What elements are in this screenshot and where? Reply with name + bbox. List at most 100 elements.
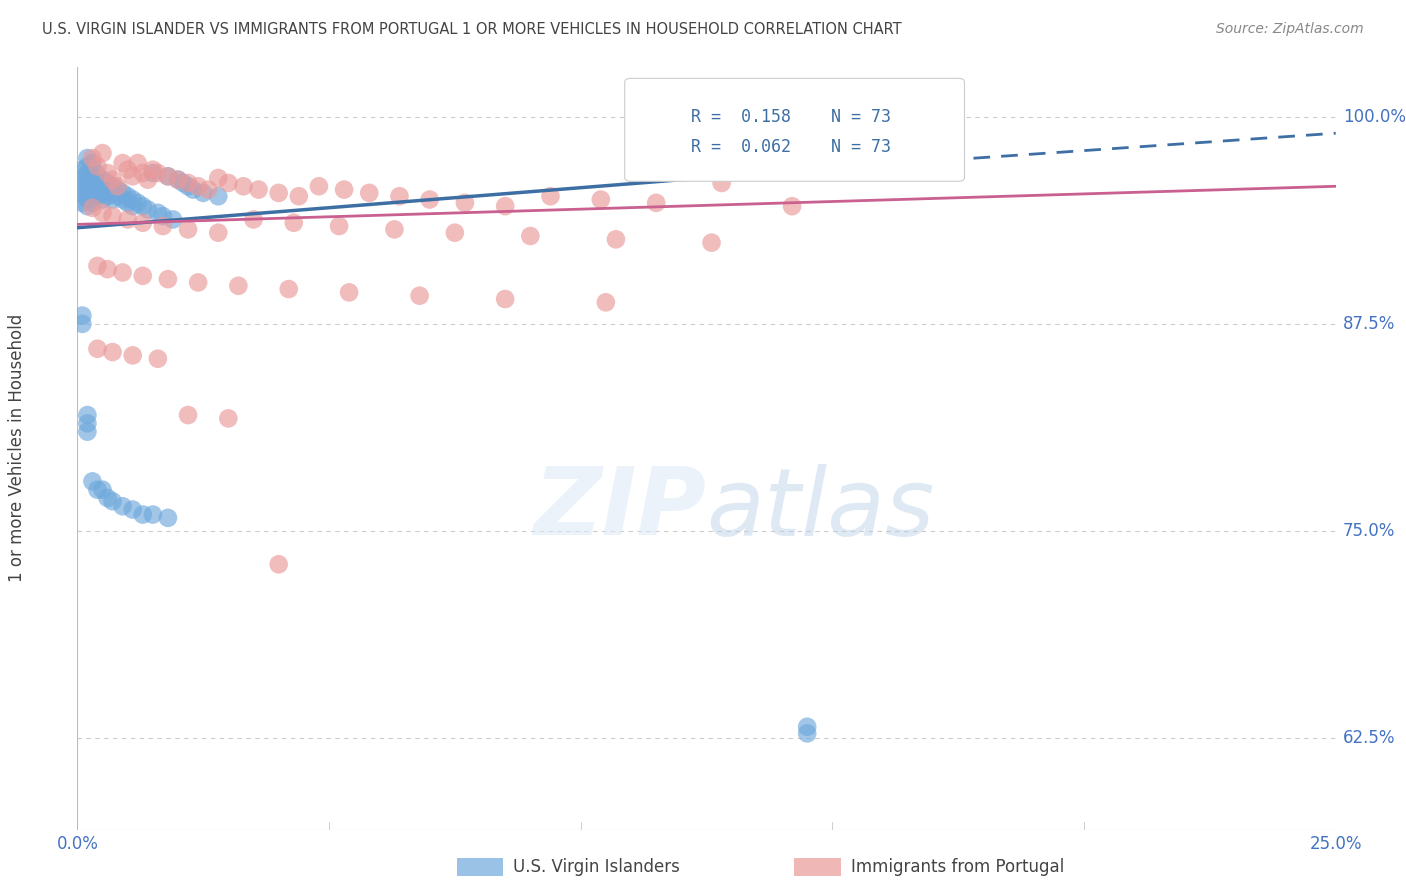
- Point: [494, 292, 516, 306]
- Point: [172, 176, 194, 190]
- Point: [101, 193, 124, 207]
- Point: [121, 348, 143, 362]
- Point: [76, 166, 98, 180]
- Text: 1 or more Vehicles in Household: 1 or more Vehicles in Household: [8, 314, 25, 582]
- Point: [127, 156, 149, 170]
- FancyBboxPatch shape: [624, 78, 965, 181]
- Point: [76, 193, 98, 207]
- Text: 75.0%: 75.0%: [1343, 522, 1395, 541]
- Text: 0.0%: 0.0%: [56, 835, 98, 853]
- Point: [152, 219, 174, 233]
- Point: [96, 491, 118, 505]
- Point: [132, 199, 155, 213]
- Point: [82, 189, 104, 203]
- Point: [86, 168, 108, 182]
- Point: [101, 209, 124, 223]
- Point: [72, 317, 94, 331]
- Point: [86, 259, 108, 273]
- Point: [862, 126, 884, 140]
- Point: [91, 179, 114, 194]
- Point: [197, 183, 219, 197]
- Point: [101, 179, 124, 194]
- Point: [337, 285, 360, 300]
- Point: [91, 193, 114, 207]
- Point: [82, 151, 104, 165]
- Text: Source: ZipAtlas.com: Source: ZipAtlas.com: [1216, 22, 1364, 37]
- Point: [101, 345, 124, 359]
- Point: [359, 186, 381, 200]
- Point: [232, 179, 254, 194]
- Point: [605, 232, 627, 246]
- Point: [132, 216, 155, 230]
- Point: [333, 183, 356, 197]
- Point: [111, 500, 134, 514]
- Point: [82, 195, 104, 210]
- Point: [82, 183, 104, 197]
- Point: [595, 295, 617, 310]
- Point: [86, 189, 108, 203]
- Point: [142, 162, 165, 177]
- Point: [72, 195, 94, 210]
- Point: [111, 193, 134, 207]
- Point: [82, 156, 104, 170]
- Point: [91, 186, 114, 200]
- Point: [156, 511, 179, 525]
- Point: [82, 475, 104, 489]
- Point: [121, 502, 143, 516]
- Point: [187, 276, 209, 290]
- Point: [111, 186, 134, 200]
- Point: [86, 183, 108, 197]
- Text: ZIP: ZIP: [534, 463, 707, 555]
- Point: [167, 172, 190, 186]
- Point: [76, 417, 98, 431]
- Point: [207, 171, 229, 186]
- Point: [589, 193, 612, 207]
- Point: [91, 146, 114, 161]
- Text: U.S. Virgin Islanders: U.S. Virgin Islanders: [513, 858, 681, 876]
- Point: [136, 172, 159, 186]
- Point: [91, 483, 114, 497]
- Point: [96, 262, 118, 277]
- Point: [328, 219, 350, 233]
- Point: [82, 201, 104, 215]
- Point: [207, 226, 229, 240]
- Point: [91, 206, 114, 220]
- Point: [267, 186, 290, 200]
- Point: [308, 179, 330, 194]
- Point: [142, 508, 165, 522]
- Text: R =  0.158    N = 73: R = 0.158 N = 73: [692, 108, 891, 127]
- Point: [76, 172, 98, 186]
- Point: [121, 169, 143, 184]
- Text: 25.0%: 25.0%: [1309, 835, 1362, 853]
- Point: [132, 508, 155, 522]
- Point: [162, 212, 184, 227]
- Point: [146, 166, 169, 180]
- Point: [228, 278, 250, 293]
- Point: [96, 189, 118, 203]
- Text: 100.0%: 100.0%: [1343, 108, 1406, 126]
- Point: [107, 179, 129, 194]
- Point: [82, 162, 104, 177]
- Point: [76, 151, 98, 165]
- Point: [121, 193, 143, 207]
- Point: [146, 206, 169, 220]
- Point: [156, 169, 179, 184]
- Point: [117, 195, 139, 210]
- Point: [247, 183, 270, 197]
- Point: [76, 425, 98, 439]
- Point: [645, 195, 668, 210]
- Point: [519, 229, 541, 244]
- Point: [82, 176, 104, 190]
- Point: [111, 265, 134, 279]
- Point: [82, 169, 104, 184]
- Point: [277, 282, 299, 296]
- Point: [217, 411, 239, 425]
- Point: [86, 160, 108, 174]
- Point: [283, 216, 305, 230]
- Text: R =  0.062    N = 73: R = 0.062 N = 73: [692, 138, 891, 156]
- Point: [181, 183, 204, 197]
- Text: atlas: atlas: [707, 464, 935, 555]
- Point: [76, 160, 98, 174]
- Point: [288, 189, 311, 203]
- Point: [152, 209, 174, 223]
